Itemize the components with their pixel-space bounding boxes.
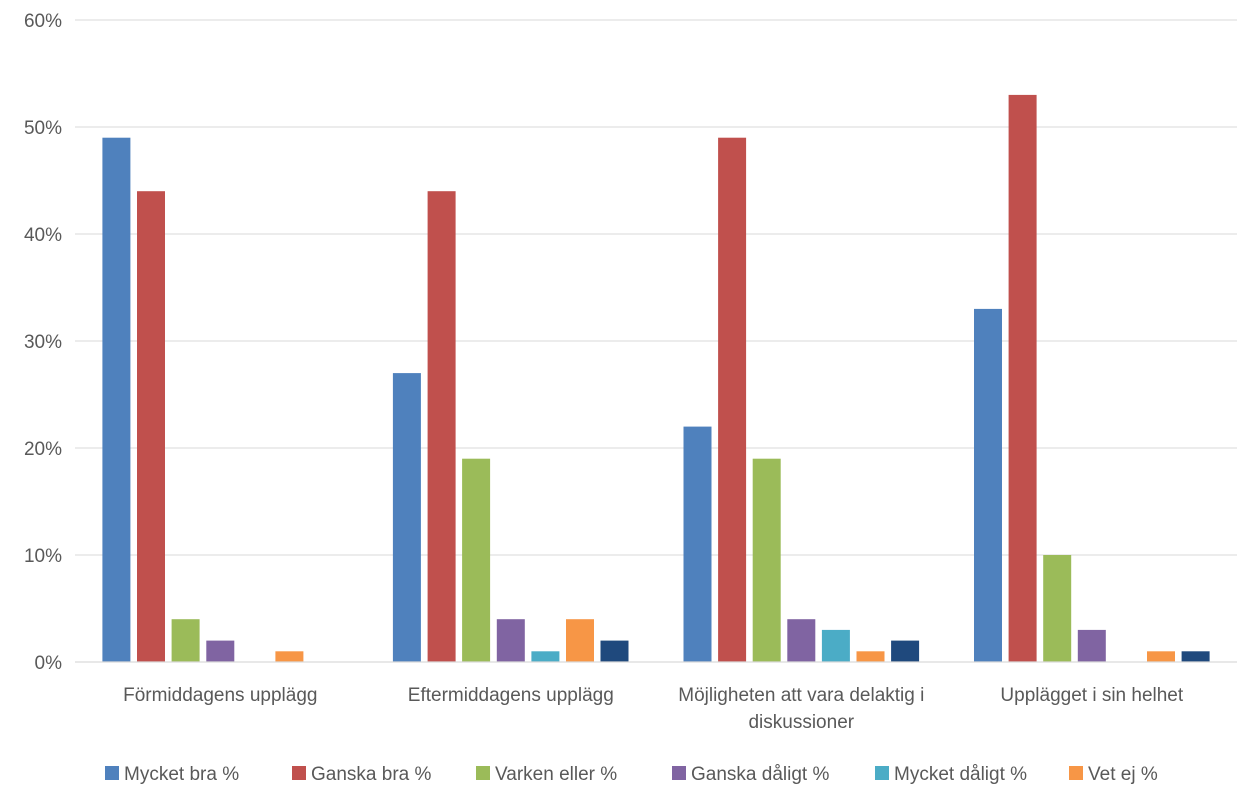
legend-item: Vet ej % <box>1069 764 1158 785</box>
bar-varken-eller- <box>752 458 781 662</box>
legend-item: Mycket dåligt % <box>875 764 1027 785</box>
bar-series-7 <box>1181 651 1210 662</box>
y-axis-ticks: 0% 10% 20% 30% 40% 50% 60% <box>24 11 62 674</box>
bar-ganska-bra- <box>137 191 165 662</box>
bar-mycket-bra- <box>392 373 421 662</box>
legend-swatch <box>1069 766 1083 780</box>
gridlines <box>75 19 1237 556</box>
legend-label: Ganska bra % <box>311 764 431 785</box>
category-label: Möjligheten att vara delaktig i diskussio… <box>678 685 924 733</box>
legend-swatch <box>875 766 889 780</box>
category-label-line: Eftermiddagens upplägg <box>408 685 614 706</box>
bar-vet-ej- <box>856 651 885 662</box>
bar-series-7 <box>600 640 629 662</box>
category-label-line: diskussioner <box>748 712 854 733</box>
legend-label: Varken eller % <box>495 764 617 785</box>
bar-ganska-dåligt- <box>496 619 525 662</box>
legend-label: Ganska dåligt % <box>691 764 829 785</box>
bar-mycket-dåligt- <box>531 651 560 662</box>
category-label: Förmiddagens upplägg <box>123 685 317 706</box>
category-label-line: Upplägget i sin helhet <box>1000 685 1183 706</box>
category-label-line: Möjligheten att vara delaktig i <box>678 685 924 706</box>
legend: Mycket bra % Ganska bra % Varken eller % Ga… <box>105 764 1158 785</box>
legend-swatch <box>292 766 306 780</box>
bar-vet-ej- <box>566 619 594 662</box>
bars <box>102 94 1210 662</box>
bar-ganska-bra- <box>427 191 456 662</box>
bar-vet-ej- <box>1147 651 1175 662</box>
bar-ganska-dåligt- <box>1077 629 1106 662</box>
bar-mycket-bra- <box>102 137 131 662</box>
bar-varken-eller- <box>1043 555 1072 662</box>
legend-item: Mycket bra % <box>105 764 239 785</box>
category-label-line: Förmiddagens upplägg <box>123 685 317 706</box>
legend-swatch <box>672 766 686 780</box>
legend-item: Ganska bra % <box>292 764 431 785</box>
bar-ganska-bra- <box>718 137 747 662</box>
y-tick-label: 20% <box>24 439 62 460</box>
category-label: Eftermiddagens upplägg <box>408 685 614 706</box>
category-label: Upplägget i sin helhet <box>1000 685 1183 706</box>
y-tick-label: 10% <box>24 546 62 567</box>
bar-mycket-bra- <box>683 426 712 662</box>
legend-swatch <box>476 766 490 780</box>
y-tick-label: 40% <box>24 225 62 246</box>
y-tick-label: 30% <box>24 332 62 353</box>
y-tick-label: 50% <box>24 118 62 139</box>
category-labels: Förmiddagens upplägg Eftermiddagens upplä… <box>123 685 1184 733</box>
bar-ganska-dåligt- <box>787 619 816 662</box>
legend-label: Mycket bra % <box>124 764 239 785</box>
legend-item: Varken eller % <box>476 764 617 785</box>
y-tick-label: 0% <box>35 653 63 674</box>
legend-item: Ganska dåligt % <box>672 764 829 785</box>
bar-varken-eller- <box>462 458 491 662</box>
legend-swatch <box>105 766 119 780</box>
bar-mycket-bra- <box>974 308 1002 662</box>
bar-mycket-dåligt- <box>821 629 850 662</box>
bar-ganska-dåligt- <box>206 640 235 662</box>
bar-varken-eller- <box>171 619 200 662</box>
legend-label: Vet ej % <box>1088 764 1158 785</box>
bar-series-7 <box>891 640 920 662</box>
bar-vet-ej- <box>275 651 304 662</box>
y-tick-label: 60% <box>24 11 62 32</box>
legend-label: Mycket dåligt % <box>894 764 1027 785</box>
bar-ganska-bra- <box>1008 94 1037 662</box>
